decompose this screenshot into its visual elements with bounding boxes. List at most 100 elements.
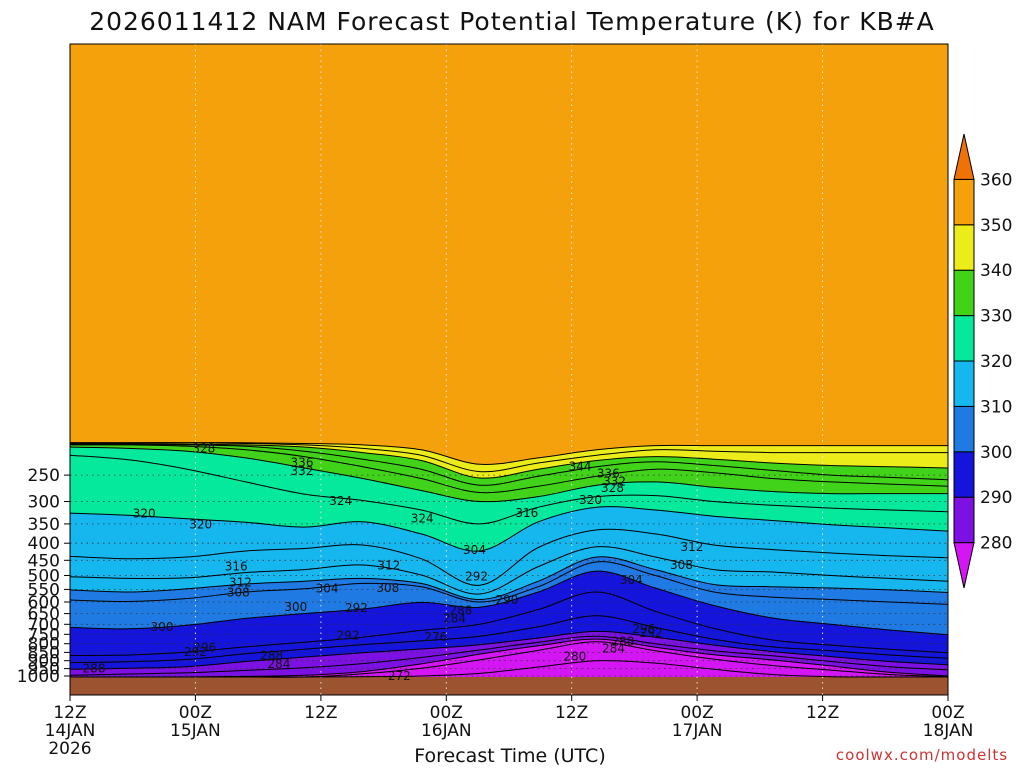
- contour-label-308: 308: [376, 581, 399, 595]
- contour-label-312: 312: [377, 559, 400, 573]
- isentrope-336: [69, 443, 949, 486]
- contour-label-332: 332: [603, 474, 626, 488]
- contour-label-332: 332: [291, 464, 314, 478]
- x-tick-label-72: 12Z: [806, 703, 839, 723]
- contour-label-288: 288: [449, 603, 472, 617]
- contour-label-292: 292: [345, 601, 368, 615]
- y-tick-label-250: 250: [28, 466, 60, 486]
- contour-label-292: 292: [184, 645, 207, 659]
- contour-label-320: 320: [189, 518, 212, 532]
- isentrope-300: [69, 570, 949, 636]
- chart-title: 2026011412 NAM Forecast Potential Temper…: [89, 7, 935, 36]
- colorbar-label-330: 330: [980, 307, 1012, 327]
- y-tick-label-600: 600: [28, 593, 60, 613]
- y-axis: 250 3003504004505005506006507007508008509…: [17, 466, 70, 687]
- contour-label-308: 308: [670, 558, 693, 572]
- x-tick-sublabel-84-0: 18JAN: [923, 721, 974, 741]
- colorbar-seg-9: [953, 133, 975, 180]
- y-tick-label-900: 900: [28, 652, 60, 672]
- isentrope-348: [70, 442, 948, 465]
- isentrope-304: [69, 561, 949, 605]
- y-tick-label-800: 800: [28, 635, 60, 655]
- y-tick-label-400: 400: [28, 534, 60, 554]
- isentrope-324: [69, 454, 949, 525]
- isentrope-340: [69, 442, 949, 479]
- contour-label-304: 304: [316, 581, 339, 595]
- x-tick-label-60: 00Z: [680, 703, 713, 723]
- colorbar-seg-7: [953, 224, 975, 271]
- x-tick-label-0: 12Z: [53, 703, 86, 723]
- contour-label-292: 292: [337, 629, 360, 643]
- colorbar-label-360: 360: [980, 170, 1012, 190]
- contour-label-344: 344: [569, 460, 592, 474]
- plot-frame: [69, 43, 949, 696]
- contour-label-304: 304: [463, 543, 486, 557]
- watermark: coolwx.com/modelts: [836, 746, 1008, 764]
- x-tick-label-84: 00Z: [931, 703, 964, 723]
- isentrope-328: [69, 446, 948, 503]
- contour-label-324: 324: [329, 494, 352, 508]
- contour-label-336: 336: [597, 466, 620, 480]
- colorbar-label-310: 310: [980, 397, 1012, 417]
- y-tick-label-500: 500: [28, 567, 60, 587]
- y-tick-label-300: 300: [28, 493, 60, 513]
- colorbar-label-290: 290: [980, 488, 1012, 508]
- contour-label-324: 324: [411, 511, 434, 525]
- colorbar-seg-6: [953, 269, 975, 317]
- contour-label-336: 336: [291, 455, 314, 469]
- colorbar-seg-3: [953, 405, 975, 453]
- isentrope-320: [69, 506, 949, 552]
- contour-label-276: 276: [424, 630, 447, 644]
- colorbar-seg-5: [953, 315, 975, 362]
- contour-label-288: 288: [611, 635, 634, 649]
- y-tick-label-950: 950: [28, 660, 60, 680]
- contour-label-320: 320: [579, 493, 602, 507]
- x-tick-sublabel-0-0: 14JAN: [45, 721, 96, 741]
- grid-lines: [69, 44, 949, 695]
- contour-label-320: 320: [133, 507, 156, 521]
- y-tick-label-1000: 1000: [17, 667, 60, 687]
- colorbar-label-340: 340: [980, 261, 1012, 281]
- isentrope-292: [69, 615, 949, 664]
- contour-label-304: 304: [620, 573, 643, 587]
- x-tick-sublabel-12-0: 15JAN: [170, 721, 221, 741]
- contour-label-300: 300: [151, 620, 174, 634]
- contour-label-280: 280: [563, 650, 586, 664]
- colorbar-label-300: 300: [980, 443, 1012, 463]
- isentrope-308: [69, 556, 949, 601]
- isentrope-296: [69, 591, 949, 656]
- contour-label-328: 328: [192, 441, 215, 455]
- isentrope-312: [69, 546, 949, 595]
- contour-label-328: 328: [601, 481, 624, 495]
- x-tick-label-36: 00Z: [430, 703, 463, 723]
- contour-label-316: 316: [515, 506, 538, 520]
- x-tick-sublabel-36-0: 16JAN: [421, 721, 472, 741]
- isentrope-316: [69, 528, 949, 586]
- x-tick-sublabel-60-0: 17JAN: [672, 721, 723, 741]
- y-tick-label-650: 650: [28, 605, 60, 625]
- y-tick-label-700: 700: [28, 615, 60, 635]
- x-axis-label: Forecast Time (UTC): [414, 745, 605, 767]
- isentrope-288: [69, 630, 949, 670]
- contour-label-284: 284: [268, 657, 291, 671]
- colorbar-seg-0: [953, 542, 975, 589]
- colorbar: 280 290 300 310 320 330 340 350 360: [953, 133, 1012, 589]
- isentrope-280: [70, 638, 949, 678]
- contour-label-288: 288: [83, 661, 106, 675]
- x-tick-sublabel-0-1: 2026: [48, 739, 91, 759]
- isentrope-332: [69, 444, 949, 494]
- contour-label-296: 296: [193, 641, 216, 655]
- y-tick-label-450: 450: [28, 551, 60, 571]
- colorbar-label-350: 350: [980, 216, 1012, 236]
- contour-label-272: 272: [388, 669, 411, 683]
- isentrope-284: [69, 635, 949, 676]
- y-tick-label-550: 550: [28, 580, 60, 600]
- contour-label-296: 296: [632, 622, 655, 636]
- y-tick-label-850: 850: [28, 643, 60, 663]
- potential-temperature-fill: [70, 44, 948, 695]
- isentrope-lines: [69, 442, 949, 678]
- colorbar-seg-2: [953, 451, 975, 498]
